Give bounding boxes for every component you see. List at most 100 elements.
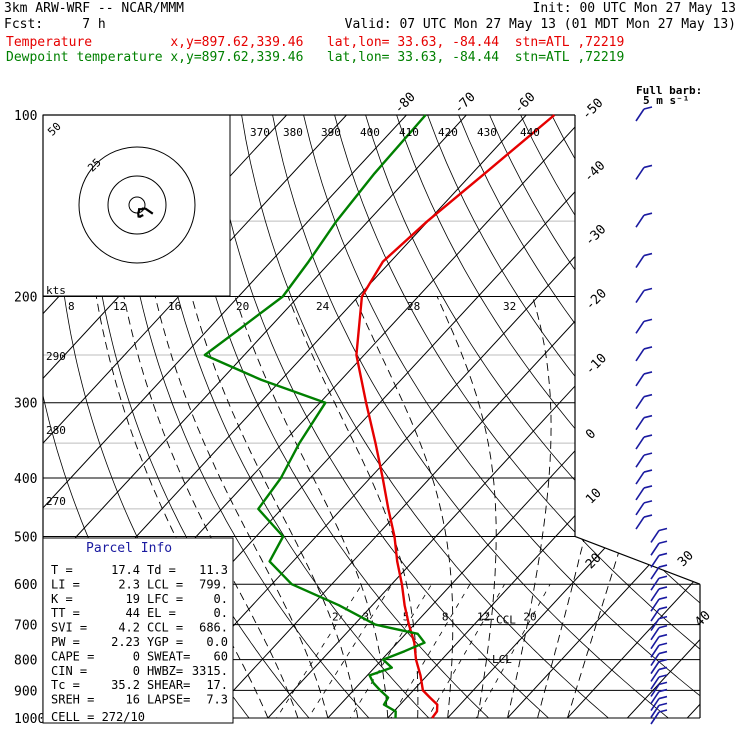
temp-axis-label--20: -20 bbox=[583, 286, 610, 313]
moist-adiabat-40 bbox=[567, 296, 693, 718]
barb-legend: Full barb: 5 m s⁻¹ bbox=[636, 84, 702, 107]
wind-barb-flag bbox=[658, 527, 668, 532]
temp-axis-label-0: 0 bbox=[583, 426, 599, 442]
wind-barb-flag bbox=[643, 346, 653, 350]
moist-adiabat-20 bbox=[353, 296, 454, 718]
temperature-trace bbox=[355, 114, 556, 719]
parcel-row-value-left: 4.2 bbox=[118, 621, 140, 635]
theta-label-390: 390 bbox=[321, 126, 341, 139]
pressure-label-600: 600 bbox=[14, 578, 37, 593]
wind-barb bbox=[635, 516, 645, 530]
temp-axis-label--70: -70 bbox=[451, 90, 478, 117]
moist-adiabat-30 bbox=[507, 296, 552, 718]
wind-barb-flag bbox=[658, 606, 668, 610]
wind-barb-flag bbox=[658, 586, 668, 590]
parcel-row-value-right: 17. bbox=[206, 678, 228, 692]
wind-barb-flag bbox=[658, 709, 668, 713]
wind-barb-flag bbox=[658, 650, 668, 655]
header-line1-left: 3km ARW-WRF -- NCAR/MMM bbox=[4, 1, 185, 16]
wind-barb bbox=[650, 691, 660, 705]
parcel-row-value-left: 44 bbox=[126, 606, 140, 620]
wind-barb bbox=[635, 320, 645, 334]
parcel-row-label-right: LCL = bbox=[147, 577, 183, 591]
speed-tick-24: 24 bbox=[316, 300, 330, 313]
wind-barb-flag bbox=[643, 469, 653, 473]
temp-axis-label--50: -50 bbox=[579, 96, 606, 123]
wind-barb-flag bbox=[643, 252, 653, 257]
parcel-row-value-right: 0. bbox=[214, 592, 228, 606]
parcel-row-label-right: CCL = bbox=[147, 621, 183, 635]
pressure-label-800: 800 bbox=[14, 654, 37, 669]
theta-side-label-270: 270 bbox=[46, 495, 66, 508]
isotherm--20 bbox=[195, 115, 700, 718]
parcel-info-title: Parcel Info bbox=[86, 541, 172, 556]
parcel-row-value-left: 2.3 bbox=[118, 577, 140, 591]
mixing-ratio-3 bbox=[299, 584, 393, 718]
wind-barb bbox=[650, 542, 660, 556]
pressure-label-700: 700 bbox=[14, 619, 37, 634]
speed-tick-32: 32 bbox=[503, 300, 516, 313]
wind-barb-flag bbox=[658, 552, 668, 557]
wind-barb bbox=[650, 530, 660, 543]
parcel-row-value-left: 0 bbox=[133, 649, 140, 663]
moist-adiabat-35 bbox=[537, 296, 623, 718]
wind-barb bbox=[635, 348, 645, 362]
temp-axis-label-30: 30 bbox=[675, 548, 697, 570]
mixing-ratio-label-2: 2 bbox=[332, 611, 339, 624]
wind-barb-flag bbox=[658, 625, 668, 629]
wind-barb-flag bbox=[643, 212, 653, 216]
parcel-row-label-left: T = bbox=[51, 563, 73, 577]
theta-side-label-290: 290 bbox=[46, 350, 66, 363]
wind-barb-flag bbox=[658, 540, 668, 545]
pressure-label-200: 200 bbox=[14, 291, 37, 306]
parcel-row-value-right: 799. bbox=[199, 577, 228, 591]
lcl-label: LCL bbox=[492, 653, 512, 666]
parcel-row-label-right: Td = bbox=[147, 563, 176, 577]
parcel-row-label-right: LAPSE= bbox=[147, 693, 190, 707]
parcel-row-label-left: Tc = bbox=[51, 678, 80, 692]
pressure-label-500: 500 bbox=[14, 530, 37, 545]
mixing-ratio-label-8: 8 bbox=[442, 611, 449, 624]
header-line2-right: Valid: 07 UTC Mon 27 May 13 (01 MDT Mon … bbox=[344, 17, 736, 32]
dry-adiabat-290 bbox=[147, 115, 442, 718]
parcel-row-value-left: 0 bbox=[133, 664, 140, 678]
dry-adiabat-420 bbox=[538, 115, 700, 718]
parcel-row-label-left: LI = bbox=[51, 577, 80, 591]
parcel-row-value-right: 686. bbox=[199, 621, 228, 635]
wind-barb bbox=[650, 676, 660, 690]
header-line1-right: Init: 00 UTC Mon 27 May 13 bbox=[532, 1, 737, 16]
wind-barb-flag bbox=[643, 500, 653, 504]
dry-adiabat-370 bbox=[387, 115, 700, 718]
dry-adiabat-310 bbox=[207, 115, 564, 718]
wind-barb-flag bbox=[643, 485, 653, 489]
theta-side-label-280: 280 bbox=[46, 424, 66, 437]
parcel-row-label-left: TT = bbox=[51, 606, 80, 620]
speed-tick-20: 20 bbox=[236, 300, 249, 313]
speed-tick-16: 16 bbox=[168, 300, 181, 313]
dewpoint-trace bbox=[203, 114, 427, 719]
parcel-info-panel: Parcel Info T = 17.4 Td = 11.3 LI = 2.3 LCL = 7… bbox=[42, 537, 234, 724]
wind-barb bbox=[650, 577, 660, 591]
header-line2-left: Fcst: 7 h bbox=[4, 17, 106, 32]
wind-barb bbox=[635, 166, 645, 180]
hodograph-panel bbox=[42, 114, 231, 297]
wind-barb bbox=[650, 683, 660, 697]
dry-adiabat-400 bbox=[478, 115, 700, 718]
theta-label-370: 370 bbox=[250, 126, 270, 139]
theta-label-420: 420 bbox=[438, 126, 458, 139]
hodograph-trace bbox=[137, 207, 154, 218]
wind-barb-flag bbox=[658, 564, 668, 568]
wind-barb-flag bbox=[658, 702, 668, 707]
temp-axis-label--60: -60 bbox=[511, 90, 538, 117]
temp-axis-label-40: 40 bbox=[692, 608, 714, 630]
isotherm-30 bbox=[495, 115, 700, 718]
wind-barb-flag bbox=[658, 688, 668, 693]
wind-barb bbox=[650, 704, 660, 718]
theta-label-430: 430 bbox=[477, 126, 497, 139]
temp-axis-label--10: -10 bbox=[583, 351, 610, 378]
moist-adiabat-0 bbox=[154, 296, 329, 718]
pressure-label-1000: 1000 bbox=[14, 712, 45, 727]
parcel-row-label-left: PW = bbox=[51, 635, 80, 649]
parcel-row-label-right: LFC = bbox=[147, 592, 183, 606]
